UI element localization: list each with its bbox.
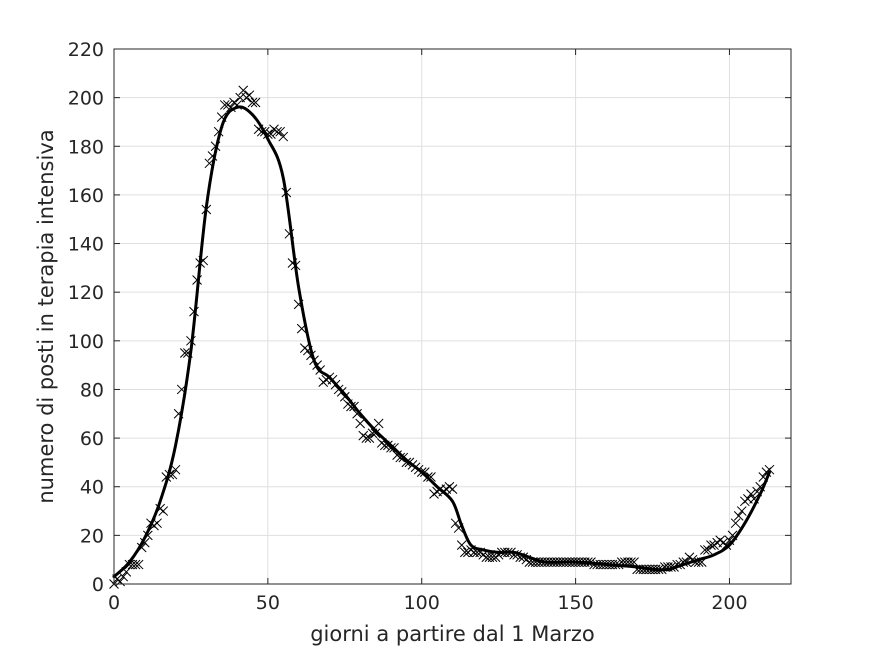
data-point-marker bbox=[170, 464, 181, 475]
data-point-marker bbox=[250, 97, 261, 108]
data-point-marker bbox=[272, 126, 282, 137]
data-point-marker bbox=[487, 552, 498, 563]
data-point-marker bbox=[278, 131, 289, 142]
data-point-marker bbox=[370, 428, 381, 439]
grid-lines bbox=[113, 48, 791, 585]
data-point-marker bbox=[226, 102, 236, 113]
data-point-marker bbox=[730, 518, 741, 529]
data-point-marker bbox=[721, 540, 732, 550]
y-tick-label: 200 bbox=[68, 88, 104, 110]
data-point-marker bbox=[746, 489, 756, 499]
x-tick-label: 50 bbox=[256, 592, 280, 614]
plot-area-frame bbox=[113, 48, 792, 585]
data-point-marker bbox=[238, 85, 249, 96]
data-point-marker bbox=[244, 90, 255, 101]
data-point-marker bbox=[764, 464, 775, 475]
y-tick-label: 0 bbox=[92, 574, 104, 596]
x-tick-label: 100 bbox=[404, 592, 440, 614]
data-point-marker bbox=[346, 401, 356, 412]
y-tick-label: 80 bbox=[80, 379, 104, 401]
data-point-marker bbox=[459, 547, 470, 558]
x-tick-label: 0 bbox=[108, 592, 120, 614]
data-point-marker bbox=[352, 408, 362, 419]
y-tick-label: 140 bbox=[68, 234, 104, 256]
y-tick-label: 120 bbox=[68, 282, 104, 304]
data-point-marker bbox=[703, 545, 713, 555]
data-point-marker bbox=[219, 100, 230, 110]
data-point-marker bbox=[364, 433, 375, 443]
plot-data bbox=[109, 85, 775, 589]
x-tick-label: 200 bbox=[711, 592, 747, 614]
y-tick-label: 40 bbox=[80, 477, 104, 499]
data-point-marker bbox=[373, 418, 384, 429]
data-point-marker bbox=[419, 467, 430, 477]
y-tick-label: 220 bbox=[68, 39, 104, 61]
y-tick-label: 100 bbox=[68, 331, 104, 353]
data-point-marker bbox=[447, 484, 458, 495]
data-point-marker bbox=[426, 472, 436, 482]
data-point-marker bbox=[395, 452, 406, 463]
data-point-marker bbox=[275, 126, 286, 137]
data-point-marker bbox=[179, 348, 190, 358]
data-point-marker bbox=[699, 545, 710, 555]
data-point-marker bbox=[456, 540, 467, 550]
data-point-marker bbox=[386, 442, 396, 453]
x-tick-label: 150 bbox=[557, 592, 593, 614]
y-tick-label: 180 bbox=[68, 136, 104, 158]
fit-curve-line bbox=[112, 105, 771, 579]
data-point-marker bbox=[130, 559, 141, 570]
data-point-marker bbox=[733, 511, 744, 521]
axis-ticks: 0 50 100 150 200 0 20 40 60 80 100 120 140 160 180 200 2… bbox=[68, 39, 791, 614]
data-point-marker bbox=[115, 576, 126, 587]
data-point-marker bbox=[158, 506, 169, 516]
data-point-marker bbox=[401, 457, 412, 468]
x-axis-label: giorni a partire dal 1 Marzo bbox=[310, 622, 595, 646]
data-point-marker bbox=[361, 433, 372, 443]
data-point-marker bbox=[706, 540, 716, 550]
data-point-marker bbox=[355, 418, 366, 429]
data-point-marker bbox=[736, 506, 747, 516]
data-point-marker bbox=[133, 559, 144, 570]
y-tick-label: 20 bbox=[80, 525, 104, 547]
data-point-marker bbox=[247, 97, 258, 108]
y-tick-label: 60 bbox=[80, 428, 104, 450]
y-axis-label: numero di posti in terapia intensiva bbox=[34, 129, 58, 503]
y-tick-label: 160 bbox=[68, 185, 104, 207]
data-point-marker bbox=[118, 571, 129, 582]
